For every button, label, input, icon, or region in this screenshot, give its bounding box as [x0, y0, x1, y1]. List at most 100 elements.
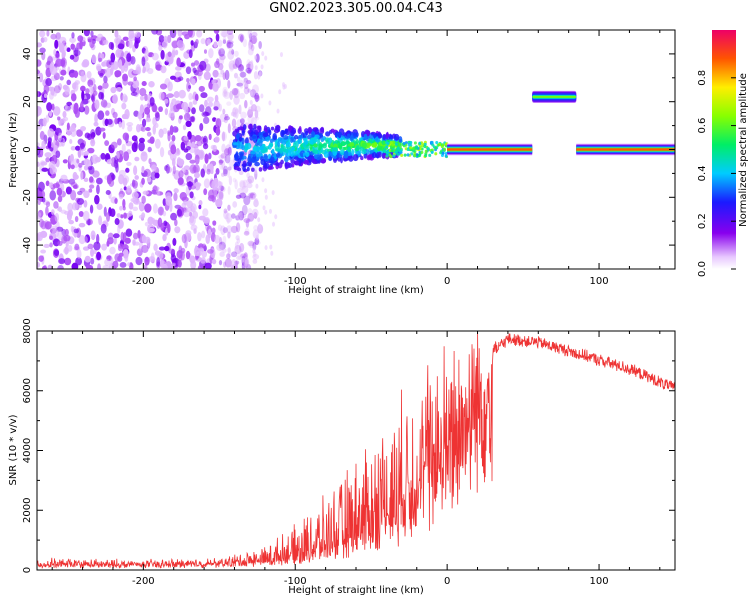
noise-cell [208, 48, 214, 59]
noise-cell [237, 187, 243, 194]
noise-cell [227, 123, 231, 134]
noise-cell [130, 91, 138, 97]
noise-cell [246, 172, 250, 179]
noise-cell [186, 81, 191, 92]
transition-cell [235, 133, 240, 140]
noise-cell [75, 145, 81, 151]
noise-cell [215, 118, 222, 129]
noise-cell [84, 105, 90, 115]
noise-cell [105, 67, 112, 78]
noise-cell [221, 31, 228, 38]
transition-cell [368, 138, 373, 143]
noise-cell [203, 178, 211, 189]
noise-cell [237, 250, 243, 260]
transition-cell [442, 147, 446, 151]
transition-cell [256, 125, 261, 131]
noise-cell [197, 149, 205, 160]
noise-cell [219, 113, 227, 123]
noise-cell [202, 143, 209, 150]
noise-cell [215, 198, 223, 208]
noise-cell [198, 204, 202, 210]
noise-cell [252, 104, 256, 110]
noise-cell [211, 179, 219, 190]
noise-cell [135, 124, 141, 133]
noise-cell [201, 111, 209, 118]
transition-cell [325, 131, 331, 137]
transition-cell [435, 140, 439, 145]
noise-cell [243, 86, 250, 95]
noise-cell [122, 73, 128, 82]
transition-cell [394, 150, 398, 154]
noise-cell [254, 92, 260, 103]
noise-cell [100, 223, 107, 234]
snr-ylabel: SNR (10 * v/v) [8, 414, 19, 485]
noise-cell [148, 158, 152, 165]
noise-cell [53, 201, 59, 209]
noise-cell [217, 47, 225, 52]
noise-cell [250, 60, 254, 66]
noise-cell [253, 212, 258, 219]
transition-cell [277, 140, 281, 148]
noise-cell [230, 111, 235, 117]
noise-cell [117, 43, 125, 50]
noise-cell [221, 143, 226, 153]
noise-cell [37, 181, 45, 192]
transition-cell [270, 160, 274, 166]
noise-cell [84, 132, 91, 139]
noise-cell [89, 184, 95, 189]
noise-cell [228, 139, 234, 150]
transition-cell [385, 141, 389, 145]
noise-cell [37, 42, 42, 48]
noise-cell [144, 221, 149, 227]
noise-cell [214, 234, 221, 244]
noise-cell [94, 156, 101, 163]
noise-cell [73, 102, 79, 112]
noise-cell [122, 198, 126, 209]
noise-cell [176, 40, 184, 48]
noise-cell [121, 93, 128, 104]
noise-cell [38, 72, 44, 83]
noise-cell [261, 51, 265, 57]
noise-cell [152, 185, 158, 195]
noise-cell [76, 158, 80, 164]
noise-cell [88, 188, 93, 193]
noise-cell [233, 72, 239, 79]
noise-cell [244, 99, 248, 109]
noise-cell [160, 222, 165, 231]
noise-cell [126, 122, 134, 127]
noise-cell [103, 206, 107, 217]
noise-cell [84, 236, 88, 244]
transition-cell [255, 150, 261, 158]
noise-cell [176, 208, 183, 217]
transition-cell [242, 165, 246, 172]
noise-cell [109, 246, 116, 255]
noise-cell [218, 190, 224, 201]
transition-cell [444, 154, 448, 158]
colorbar-tick-label: 0.2 [697, 213, 708, 229]
noise-cell [45, 206, 49, 216]
noise-cell [107, 232, 114, 240]
noise-cell [41, 167, 49, 172]
noise-cell [153, 243, 158, 252]
noise-cell [118, 252, 124, 257]
noise-cell [227, 50, 235, 60]
carrier-band [576, 148, 675, 151]
transition-cell [264, 158, 269, 162]
transition-cell [312, 136, 318, 143]
noise-cell [49, 164, 55, 175]
noise-cell [227, 231, 231, 239]
transition-cell [237, 158, 242, 165]
noise-cell [128, 39, 133, 49]
transition-cell [253, 123, 257, 130]
snr-ytick-label: 0 [22, 567, 33, 573]
noise-cell [195, 38, 199, 45]
noise-cell [144, 203, 152, 213]
noise-cell [241, 255, 246, 266]
noise-cell [89, 176, 94, 183]
noise-cell [106, 118, 113, 125]
noise-cell [141, 177, 145, 185]
transition-cell [409, 141, 413, 145]
transition-cell [268, 142, 274, 148]
noise-cell [243, 263, 249, 269]
